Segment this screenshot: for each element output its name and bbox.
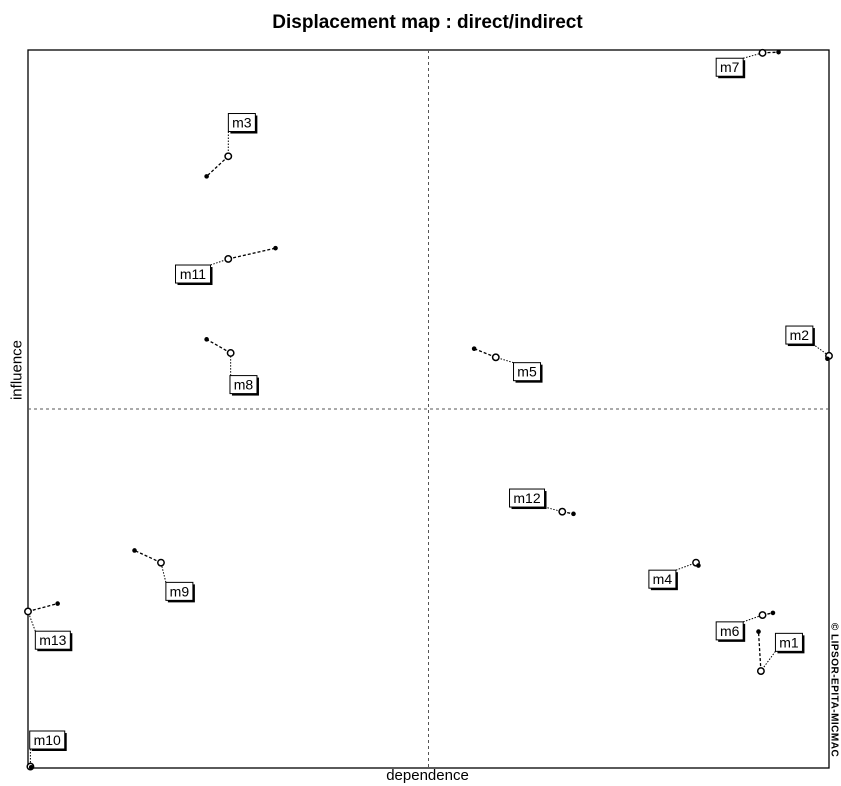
point-label-box-m10 xyxy=(29,730,66,750)
direct-point-m13 xyxy=(24,607,32,616)
point-label-box-m1 xyxy=(774,632,803,652)
direct-point-m5 xyxy=(491,353,500,362)
indirect-point-m2 xyxy=(825,356,830,362)
displacement-line-m13 xyxy=(27,602,58,613)
x-axis-label: dependence xyxy=(386,767,469,784)
leader-line-m4 xyxy=(675,562,697,571)
displacement-line-m11 xyxy=(228,247,276,260)
point-label-box-m5 xyxy=(513,362,542,382)
point-label-m5: m5 xyxy=(517,364,537,380)
indirect-point-m3 xyxy=(204,174,209,179)
indirect-point-m7 xyxy=(776,49,781,55)
point-label-box-m13 xyxy=(34,630,71,650)
point-label-m6: m6 xyxy=(720,623,740,639)
point-label-m10: m10 xyxy=(34,732,61,748)
displacement-line-m9 xyxy=(134,549,162,564)
displacement-line-m3 xyxy=(206,155,229,177)
direct-point-m7 xyxy=(758,48,767,57)
chart-title: Displacement map : direct/indirect xyxy=(272,12,583,33)
leader-line-m1 xyxy=(760,651,776,672)
direct-point-m3 xyxy=(224,152,233,161)
direct-point-m9 xyxy=(157,558,165,567)
point-label-m4: m4 xyxy=(653,571,673,587)
point-label-box-m11 xyxy=(175,264,212,284)
indirect-point-m11 xyxy=(273,245,278,251)
point-label-box-m7 xyxy=(715,57,744,77)
indirect-point-m12 xyxy=(571,511,576,517)
indirect-point-m13 xyxy=(55,601,60,606)
leader-line-m2 xyxy=(812,343,830,357)
point-label-m11: m11 xyxy=(180,266,206,282)
indirect-point-m9 xyxy=(132,548,137,553)
point-label-box-m4 xyxy=(648,569,677,589)
leader-line-m6 xyxy=(743,614,763,623)
point-label-m2: m2 xyxy=(790,327,810,343)
point-label-box-m3 xyxy=(227,113,256,133)
leader-line-m7 xyxy=(743,52,763,59)
point-marks: m1 m2 m3 m4 m5 m6 m7 m8 m9 m10 m11 m12 m13 xyxy=(24,48,833,771)
point-label-m3: m3 xyxy=(232,115,252,131)
indirect-point-m6 xyxy=(770,610,776,616)
direct-point-m11 xyxy=(224,254,233,263)
displacement-line-m5 xyxy=(473,348,497,358)
leader-line-m9 xyxy=(160,562,167,583)
indirect-point-m1 xyxy=(756,629,761,634)
point-label-box-m9 xyxy=(165,581,194,601)
indirect-point-m8 xyxy=(204,337,209,342)
leader-line-m13 xyxy=(27,611,36,632)
point-label-m7: m7 xyxy=(720,59,740,75)
point-label-m13: m13 xyxy=(39,632,66,648)
point-label-box-m2 xyxy=(785,325,814,345)
point-label-m9: m9 xyxy=(170,583,190,599)
direct-point-m1 xyxy=(756,667,765,676)
point-label-m8: m8 xyxy=(234,377,254,393)
direct-point-m12 xyxy=(558,507,567,516)
indirect-point-m4 xyxy=(696,563,701,568)
direct-point-m8 xyxy=(226,349,235,357)
displacement-line-m8 xyxy=(206,338,231,354)
point-label-box-m6 xyxy=(715,621,744,641)
point-label-box-m8 xyxy=(229,375,258,395)
indirect-point-m10 xyxy=(28,764,34,770)
indirect-point-m5 xyxy=(471,346,477,351)
displacement-line-m1 xyxy=(757,631,762,672)
point-label-m1: m1 xyxy=(779,634,799,650)
point-label-m12: m12 xyxy=(513,490,540,506)
direct-point-m6 xyxy=(758,611,767,620)
point-label-box-m12 xyxy=(509,488,546,508)
